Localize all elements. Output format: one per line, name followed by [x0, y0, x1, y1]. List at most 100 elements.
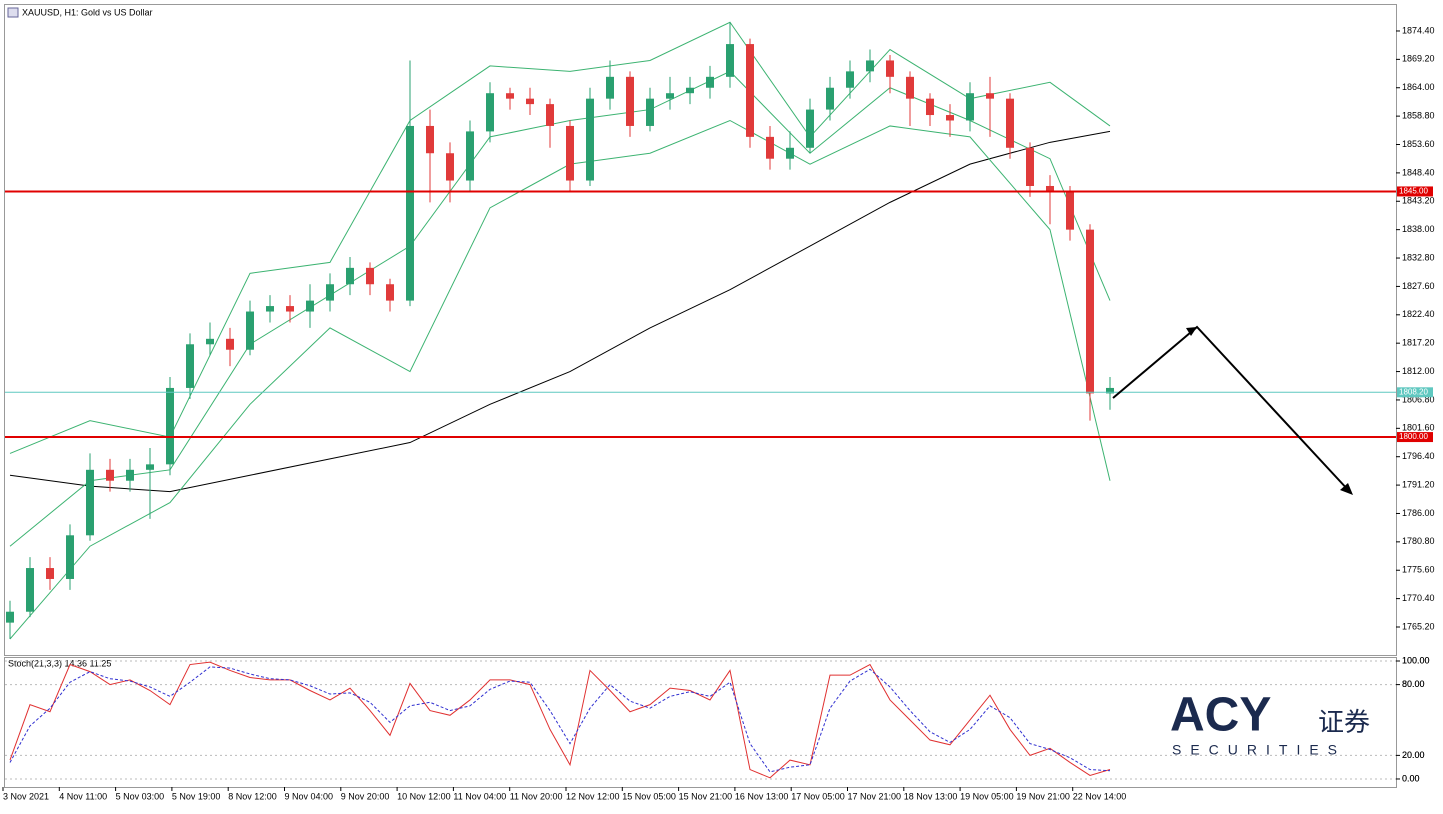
y-tick-label: 1786.00	[1402, 508, 1435, 518]
candle-body	[886, 60, 894, 77]
x-tick-label: 22 Nov 14:00	[1073, 791, 1127, 801]
x-tick-label: 10 Nov 12:00	[397, 791, 451, 801]
logo-sub: SECURITIES	[1172, 742, 1346, 758]
y-tick-label: 1801.60	[1402, 423, 1435, 433]
price-label-box	[1397, 432, 1433, 443]
candle-body	[386, 284, 394, 301]
y-tick-label: 1843.20	[1402, 196, 1435, 206]
candle-body	[706, 76, 714, 88]
candle-body	[1086, 229, 1094, 394]
candle-body	[426, 125, 434, 154]
arrow-head	[1340, 483, 1353, 495]
candle-body	[826, 87, 834, 110]
candle-body	[906, 76, 914, 99]
x-tick-label: 11 Nov 04:00	[453, 791, 506, 801]
candle-body	[986, 93, 994, 99]
candle-body	[666, 93, 674, 99]
y-tick-label: 0.00	[1402, 773, 1420, 783]
y-tick-label: 1780.80	[1402, 536, 1435, 546]
x-tick-label: 3 Nov 2021	[3, 791, 49, 801]
candle-body	[546, 104, 554, 126]
candle-body	[1026, 147, 1034, 186]
y-tick-label: 1775.60	[1402, 565, 1435, 575]
candle-body	[26, 568, 34, 612]
x-tick-label: 8 Nov 12:00	[228, 791, 277, 801]
chart-title: XAUUSD, H1: Gold vs US Dollar	[22, 7, 153, 17]
candle-body	[166, 387, 174, 465]
candle-body	[266, 306, 274, 312]
indicator-line	[9, 666, 1111, 773]
x-tick-label: 9 Nov 04:00	[285, 791, 334, 801]
candle-body	[46, 568, 54, 579]
y-tick-label: 20.00	[1402, 750, 1425, 760]
y-tick-label: 0.00	[1402, 773, 1420, 783]
y-tick-label: 1864.00	[1402, 82, 1435, 92]
candle-body	[206, 338, 214, 345]
stoch-title: Stoch(21,3,3) 14.36 11.25	[8, 658, 111, 668]
candle-body	[846, 71, 854, 88]
y-tick-label: 1827.60	[1402, 281, 1435, 291]
y-tick-label: 1848.40	[1402, 167, 1435, 177]
x-tick-label: 15 Nov 05:00	[622, 791, 676, 801]
x-tick-label: 11 Nov 20:00	[510, 791, 563, 801]
candle-body	[286, 306, 294, 312]
x-tick-label: 16 Nov 13:00	[735, 791, 789, 801]
candle-body	[926, 98, 934, 116]
candle-body	[646, 98, 654, 126]
candle-body	[306, 300, 314, 312]
arrow-head	[1186, 327, 1197, 336]
candle-body	[786, 147, 794, 159]
x-tick-label: 19 Nov 05:00	[960, 791, 1014, 801]
stoch-panel	[4, 657, 1397, 788]
candle-body	[606, 76, 614, 99]
candle-body	[746, 44, 754, 137]
y-tick-label: 1853.60	[1402, 139, 1435, 149]
price-label-box	[1397, 186, 1433, 197]
candle-body	[806, 109, 814, 148]
y-tick-label: 80.00	[1402, 679, 1425, 689]
candle-body	[86, 469, 94, 536]
candle-body	[1066, 191, 1074, 230]
candle-body	[946, 115, 954, 121]
y-tick-label: 1806.80	[1402, 394, 1435, 404]
y-tick-label: 1796.40	[1402, 451, 1435, 461]
x-tick-label: 12 Nov 12:00	[566, 791, 620, 801]
y-tick-label: 1832.80	[1402, 252, 1435, 262]
y-tick-label: 1822.40	[1402, 309, 1435, 319]
y-tick-label: 1812.00	[1402, 366, 1435, 376]
y-tick-label: 20.00	[1402, 750, 1425, 760]
candle-body	[966, 93, 974, 121]
candle-body	[866, 60, 874, 72]
candle-body	[526, 98, 534, 105]
x-tick-label: 18 Nov 13:00	[904, 791, 958, 801]
price-label: 1808.20	[1399, 387, 1428, 396]
price-label: 1845.00	[1399, 187, 1428, 196]
candle-body	[566, 125, 574, 181]
candle-body	[626, 76, 634, 126]
candle-body	[126, 469, 134, 481]
y-tick-label: 80.00	[1402, 679, 1425, 689]
y-tick-label: 1791.20	[1402, 479, 1435, 489]
candle-body	[1006, 98, 1014, 148]
candle-body	[1046, 185, 1054, 192]
y-tick-label: 100.00	[1402, 655, 1430, 665]
y-tick-label: 1817.20	[1402, 338, 1435, 348]
indicator-line	[9, 70, 1111, 547]
candle-body	[6, 611, 14, 623]
candle-body	[726, 44, 734, 77]
x-tick-label: 9 Nov 20:00	[341, 791, 390, 801]
price-label-box	[1397, 387, 1433, 398]
candle-body	[586, 98, 594, 181]
candle-body	[186, 344, 194, 388]
price-label: 1800.00	[1399, 432, 1428, 441]
y-tick-label: 1869.20	[1402, 54, 1435, 64]
x-tick-label: 5 Nov 19:00	[172, 791, 221, 801]
logo-cn: 证券	[1318, 707, 1370, 737]
y-tick-label: 1874.40	[1402, 25, 1435, 35]
candle-body	[446, 153, 454, 181]
x-tick-label: 17 Nov 05:00	[791, 791, 845, 801]
candle-body	[1106, 387, 1114, 394]
candle-body	[766, 136, 774, 159]
candle-body	[406, 125, 414, 301]
